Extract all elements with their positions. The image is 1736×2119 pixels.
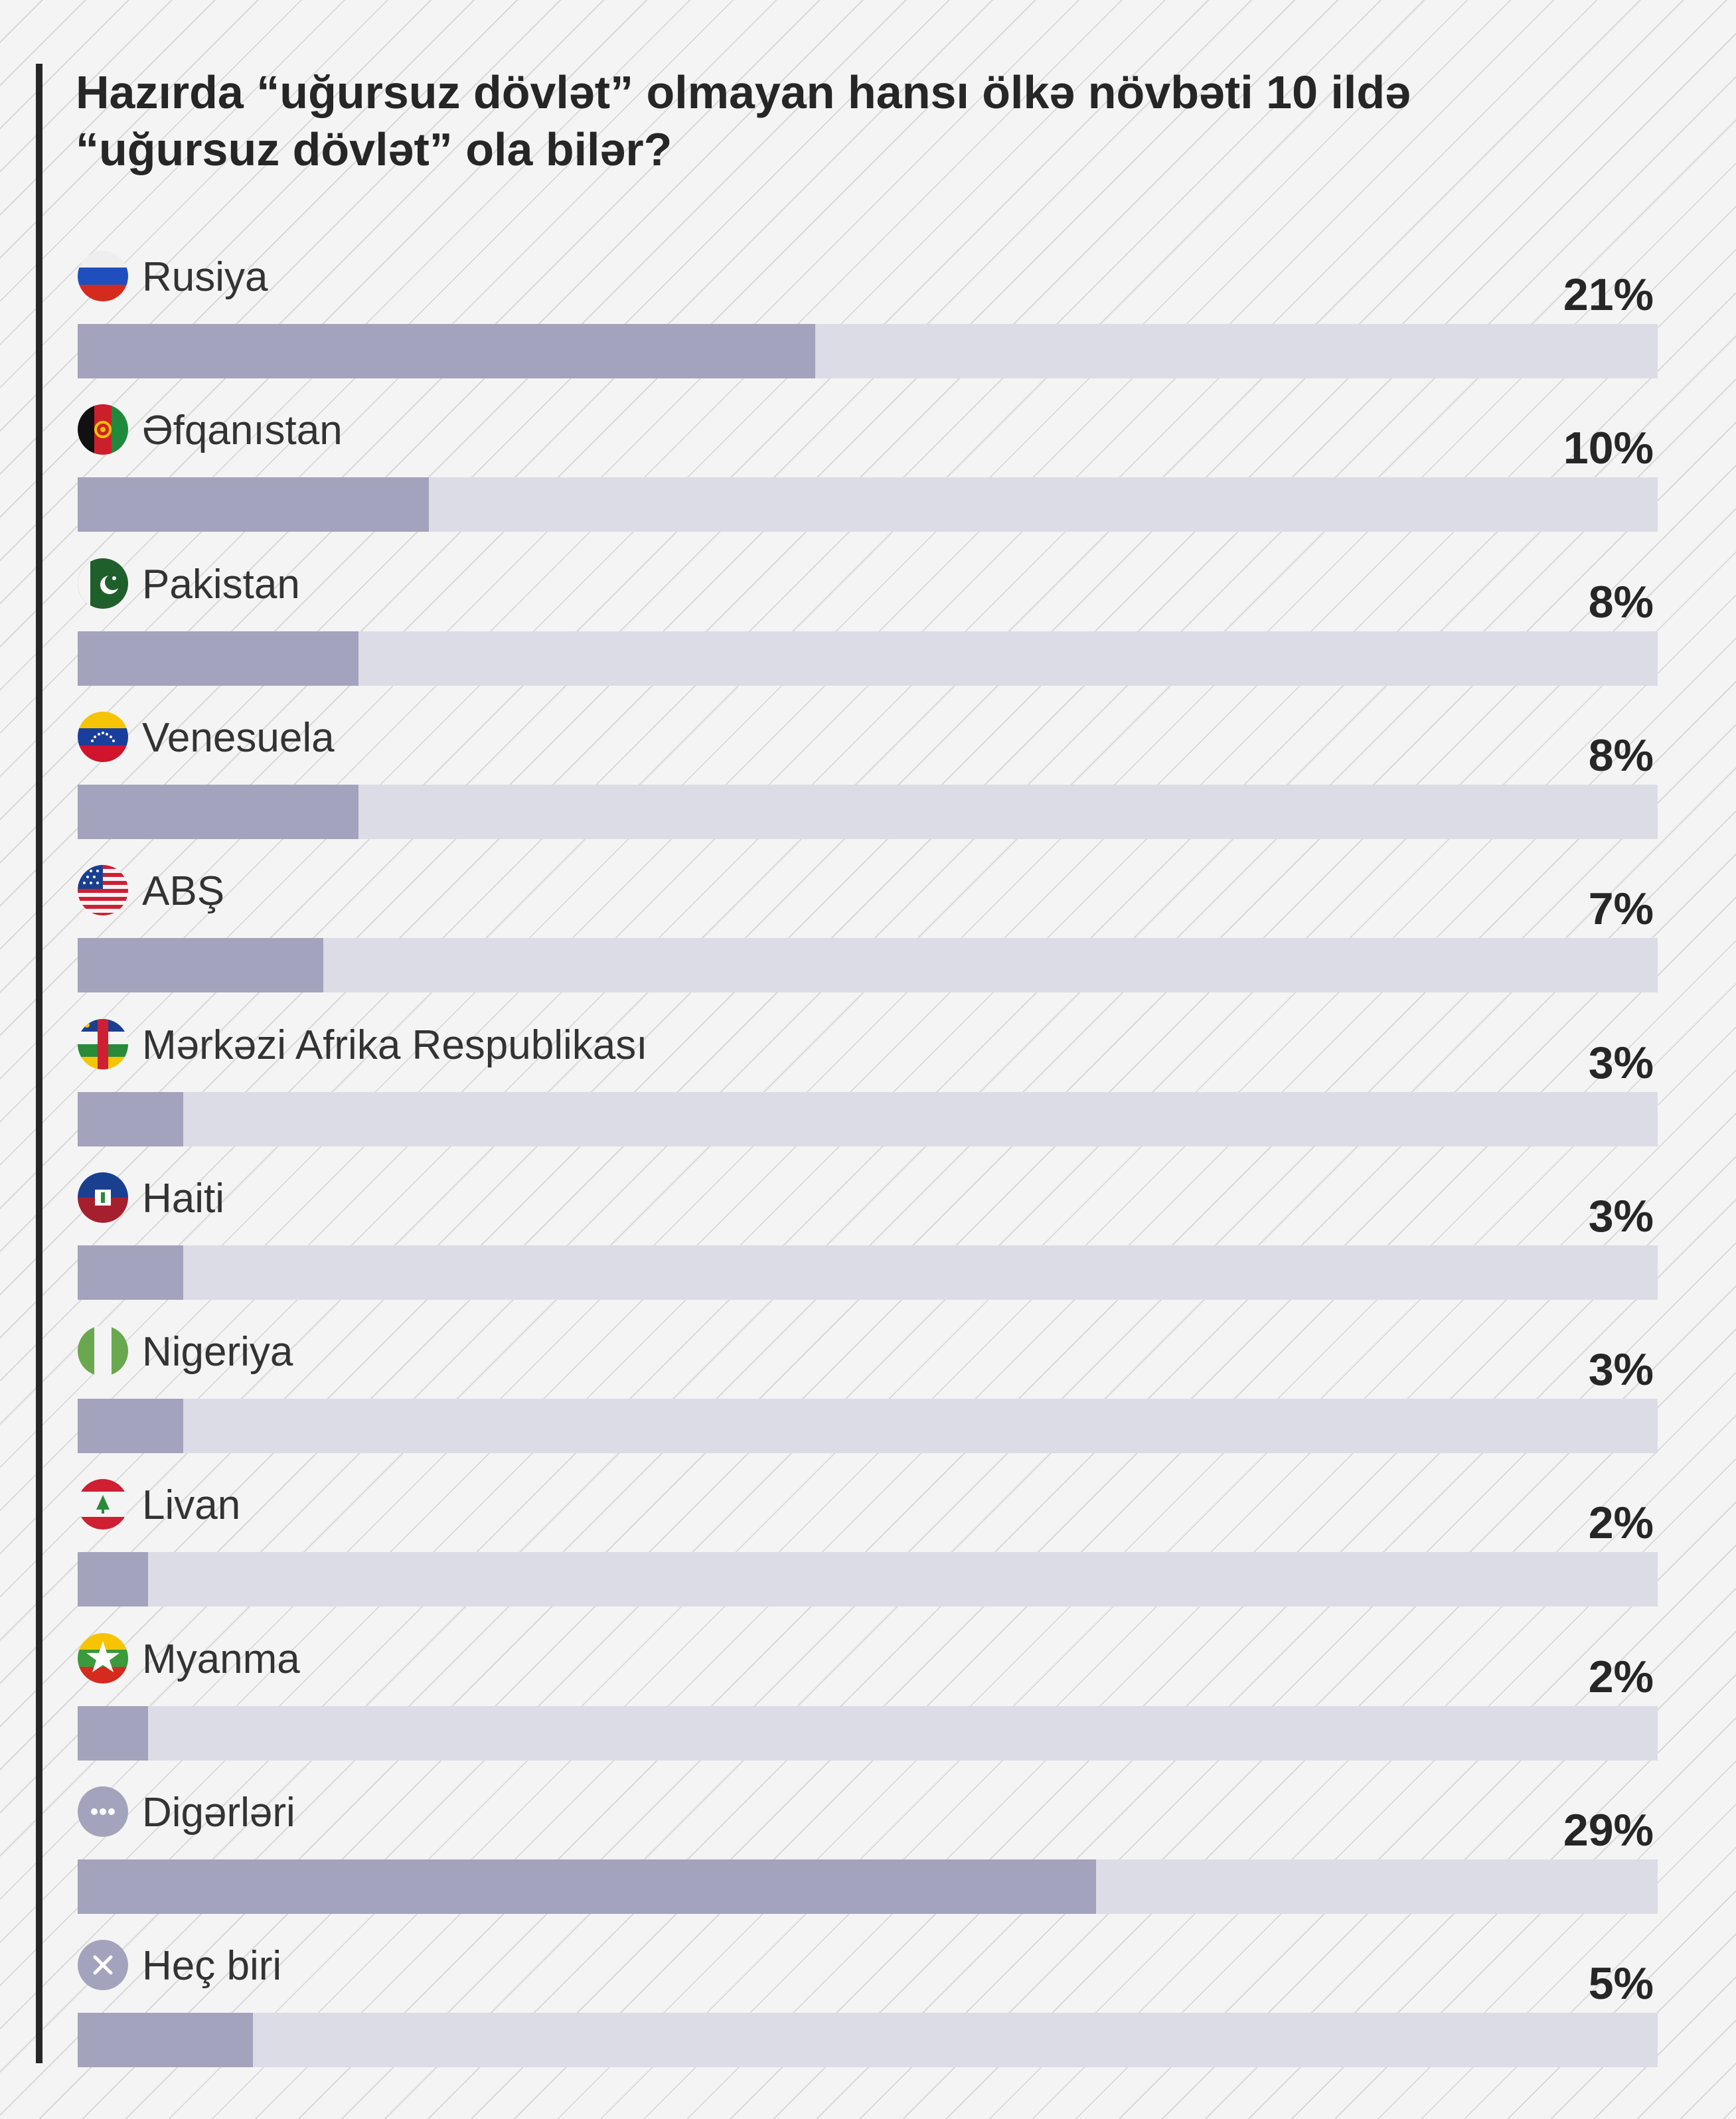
category-label: Əfqanıstan — [142, 408, 343, 453]
bar — [78, 477, 429, 532]
value-label: 7% — [1588, 884, 1654, 934]
bar — [78, 631, 359, 686]
bar-track — [78, 631, 1658, 686]
category-label: Digərləri — [142, 1790, 295, 1836]
category-label: Heç biri — [142, 1943, 282, 1989]
bar-row: Rusiya 21% — [0, 251, 1736, 384]
bar — [78, 1092, 183, 1146]
bar-row: Əfqanıstan 10% — [0, 404, 1736, 537]
value-label: 2% — [1588, 1498, 1654, 1548]
bar-track — [78, 1859, 1658, 1914]
bar-track — [78, 1706, 1658, 1761]
value-label: 2% — [1588, 1652, 1654, 1702]
category-label: Venesuela — [142, 715, 335, 761]
bar-track — [78, 2013, 1658, 2067]
bar — [78, 324, 815, 378]
category-label: Myanma — [142, 1636, 300, 1682]
value-label: 21% — [1563, 270, 1654, 320]
bar — [78, 1706, 148, 1761]
bar — [78, 1859, 1096, 1914]
bar-track — [78, 1399, 1658, 1453]
category-label: Pakistan — [142, 562, 300, 607]
bar — [78, 785, 359, 839]
value-label: 3% — [1588, 1038, 1654, 1088]
usa-flag-icon — [78, 865, 128, 915]
bar-track — [78, 1245, 1658, 1300]
bar-row: Venesuela 8% — [0, 712, 1736, 844]
haiti-flag-icon — [78, 1172, 128, 1223]
value-label: 29% — [1563, 1805, 1654, 1855]
bar — [78, 1245, 183, 1300]
value-label: 3% — [1588, 1344, 1654, 1395]
pakistan-flag-icon — [78, 558, 128, 609]
bar — [78, 2013, 254, 2067]
bar-track — [78, 324, 1658, 378]
bar — [78, 1399, 183, 1453]
nigeria-flag-icon — [78, 1326, 128, 1376]
bar-track — [78, 1092, 1658, 1146]
bar — [78, 938, 324, 992]
bar-row: ABŞ 7% — [0, 865, 1736, 998]
bar-row: Myanma 2% — [0, 1633, 1736, 1766]
bar-row: Nigeriya 3% — [0, 1326, 1736, 1458]
value-label: 10% — [1563, 423, 1654, 473]
value-label: 8% — [1588, 577, 1654, 627]
russia-flag-icon — [78, 251, 128, 301]
bar-track — [78, 785, 1658, 839]
value-label: 3% — [1588, 1191, 1654, 1241]
value-label: 8% — [1588, 730, 1654, 781]
bar-row: Digərləri 29% — [0, 1786, 1736, 1919]
close-x-icon — [78, 1940, 128, 1990]
category-label: ABŞ — [142, 868, 225, 914]
bar-row: Livan 2% — [0, 1479, 1736, 1612]
venezuela-flag-icon — [78, 712, 128, 762]
category-label: Livan — [142, 1482, 241, 1528]
left-accent-rule — [36, 64, 42, 2063]
bar-row: Pakistan 8% — [0, 558, 1736, 691]
bar-row: Haiti 3% — [0, 1172, 1736, 1305]
category-label: Nigeriya — [142, 1329, 293, 1375]
afghanistan-flag-icon — [78, 404, 128, 455]
lebanon-flag-icon — [78, 1479, 128, 1530]
central-african-republic-flag-icon — [78, 1019, 128, 1069]
bar-row: Mərkəzi Afrika Respublikası 3% — [0, 1019, 1736, 1152]
bar — [78, 1552, 148, 1607]
more-dots-icon — [78, 1786, 128, 1837]
bar-track — [78, 938, 1658, 992]
chart-title: Hazırda “uğursuz dövlət” olmayan hansı ö… — [76, 66, 1411, 175]
category-label: Rusiya — [142, 254, 268, 300]
myanmar-flag-icon — [78, 1633, 128, 1684]
value-label: 5% — [1588, 1958, 1654, 2009]
bar-row: Heç biri 5% — [0, 1940, 1736, 2073]
bar-track — [78, 477, 1658, 532]
bar-track — [78, 1552, 1658, 1607]
category-label: Mərkəzi Afrika Respublikası — [142, 1022, 648, 1068]
category-label: Haiti — [142, 1176, 225, 1221]
